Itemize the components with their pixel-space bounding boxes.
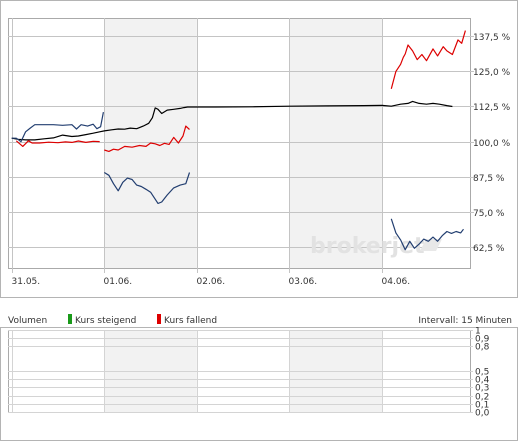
watermark-brokerjet: brokerjet [310,234,425,259]
x-tick-label-0: 31.05. [12,277,41,287]
plot-frame [8,18,471,269]
y-axis-tick-labels: 137,5 % 125,0 % 112,5 % 100,0 % 87,5 % 75,0 %… [473,33,511,254]
y-tick-label-4: 87,5 % [473,174,505,184]
series-0-line-0 [11,100,453,141]
y-tick-label-0: 137,5 % [473,33,511,43]
series-2-line-2 [390,218,464,251]
volume-header: Volumen Kurs steigend Kurs fallend Inter… [8,314,512,326]
x-axis-tick-labels: 31.05. 01.06. 02.06. 03.06. 04.06. [12,277,411,287]
series-1-line-0 [15,140,100,147]
price-panel-background [0,0,518,298]
watermark-logo-icon [420,239,442,251]
interval-label: Intervall: 15 Minuten [418,316,512,326]
y-tick-label-1: 125,0 % [473,68,511,78]
volume-panel-background [0,327,518,441]
volume-y-tick-label-3: 0,5 [475,368,489,378]
x-tick-label-4: 04.06. [382,277,411,287]
volume-y-tick-label-7: 0,1 [475,401,489,411]
volume-y-tick-label-1: 0,9 [475,335,490,345]
x-tick-label-2: 02.06. [197,277,226,287]
x-tick-label-3: 03.06. [289,277,318,287]
price-series [11,30,466,251]
legend-swatch-kurs-steigend [68,314,72,324]
y-tick-label-6: 62,5 % [473,244,505,254]
y-tick-label-2: 112,5 % [473,103,511,113]
y-tick-label-5: 75,0 % [473,209,505,219]
price-panel: brokerjet 137,5 % 125,0 % 112,5 % 100,0 % 87… [0,0,518,298]
volume-y-tick-label-4: 0,4 [475,376,490,386]
volume-y-tick-label-0: 1 [475,327,481,337]
volume-label: Volumen [8,316,47,326]
legend-label-kurs-fallend: Kurs fallend [164,316,217,326]
volume-y-tick-label-6: 0,2 [475,393,489,403]
series-2-line-0 [11,111,104,143]
volume-y-tick-label-2: 0,8 [475,343,490,353]
x-tick-label-1: 01.06. [104,277,133,287]
series-1-line-2 [390,30,466,89]
series-1-line-1 [104,125,190,152]
volume-y-axis-tick-labels: 10,90,8 0,50,40,30,20,10,0 [475,327,490,419]
legend-label-kurs-steigend: Kurs steigend [75,316,136,326]
volume-y-tick-label-5: 0,3 [475,384,489,394]
volume-y-tick-label-8: 0,0 [475,409,490,419]
legend-swatch-kurs-fallend [157,314,161,324]
volume-panel: 10,90,8 0,50,40,30,20,10,0 [0,327,518,441]
volume-grid [8,330,473,413]
y-tick-label-3: 100,0 % [473,139,511,149]
series-2-line-1 [103,171,191,204]
